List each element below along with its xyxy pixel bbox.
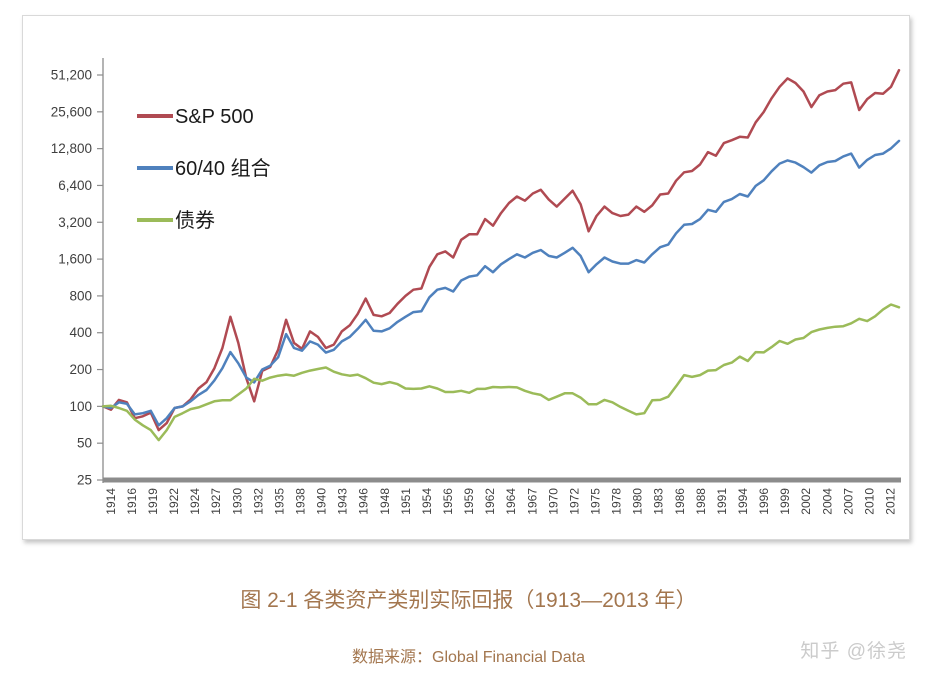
legend-label-1: 60/40 组合	[175, 157, 271, 180]
x-tick-label: 1978	[610, 488, 624, 515]
y-tick-label: 51,200	[51, 68, 92, 83]
x-tick-label: 1954	[420, 488, 434, 515]
watermark: 知乎 @徐尧	[800, 641, 907, 662]
y-tick-label: 12,800	[51, 141, 92, 156]
x-tick-label: 1914	[104, 488, 118, 515]
x-tick-label: 1983	[652, 488, 666, 515]
x-tick-label: 1988	[694, 488, 708, 515]
x-tick-label: 1932	[251, 488, 265, 515]
x-tick-label: 1967	[525, 488, 539, 515]
y-tick-label: 50	[77, 436, 92, 451]
x-tick-label: 2007	[841, 488, 855, 515]
x-tick-label: 1943	[336, 488, 350, 515]
y-tick-label: 6,400	[58, 178, 92, 193]
x-tick-label: 1938	[294, 488, 308, 515]
x-tick-label: 1980	[631, 488, 645, 515]
y-tick-label: 3,200	[58, 215, 92, 230]
x-tick-label: 1927	[209, 488, 223, 515]
y-tick-label: 200	[69, 362, 92, 377]
legend-label-2: 债券	[175, 209, 215, 232]
x-tick-label: 1916	[125, 488, 139, 515]
x-tick-label: 1991	[715, 488, 729, 515]
asset-returns-line-chart: 25 50 100 200 400 800 1,600 3,200 6,400 12,800 25,…	[51, 58, 901, 515]
x-tick-label: 1959	[462, 488, 476, 515]
x-tick-label: 1972	[567, 488, 581, 515]
x-tick-label: 1996	[757, 488, 771, 515]
legend-label-0: S&P 500	[175, 106, 254, 128]
x-tick-label: 1930	[230, 488, 244, 515]
x-tick-label: 1994	[736, 488, 750, 515]
x-tick-label: 1946	[357, 488, 371, 515]
x-tick-label: 1935	[272, 488, 286, 515]
chart-frame: 25 50 100 200 400 800 1,600 3,200 6,400 12,800 25,…	[22, 15, 910, 540]
x-tick-label: 1951	[399, 488, 413, 515]
series-line-0	[101, 68, 901, 432]
x-tick-label: 1956	[441, 488, 455, 515]
x-axis-bar	[103, 477, 901, 483]
x-tick-label: 1962	[483, 488, 497, 515]
y-tick-label: 100	[69, 399, 92, 414]
x-tick-label: 1999	[778, 488, 792, 515]
x-tick-label: 1948	[378, 488, 392, 515]
data-source-label: 数据来源：Global Financial Data	[352, 649, 585, 666]
x-tick-label: 2012	[883, 488, 897, 515]
series-line-1	[101, 139, 901, 427]
y-tick-label: 25	[77, 473, 92, 488]
y-tick-label: 25,600	[51, 104, 92, 119]
x-tick-label: 1940	[315, 488, 329, 515]
x-tick-label: 1970	[546, 488, 560, 515]
x-tick-label: 2004	[820, 488, 834, 515]
y-tick-label: 400	[69, 325, 92, 340]
x-tick-label: 1986	[673, 488, 687, 515]
x-tick-label: 1922	[167, 488, 181, 515]
x-tick-label: 1919	[146, 488, 160, 515]
y-tick-label: 1,600	[58, 252, 92, 267]
y-tick-label: 800	[69, 288, 92, 303]
series-line-2	[101, 303, 901, 442]
x-tick-label: 1924	[188, 488, 202, 515]
figure-caption: 图 2-1 各类资产类别实际回报（1913—2013 年）	[240, 589, 697, 612]
x-tick-label: 2002	[799, 488, 813, 515]
x-tick-label: 1964	[504, 488, 518, 515]
x-tick-label: 2010	[862, 488, 876, 515]
x-tick-label: 1975	[588, 488, 602, 515]
